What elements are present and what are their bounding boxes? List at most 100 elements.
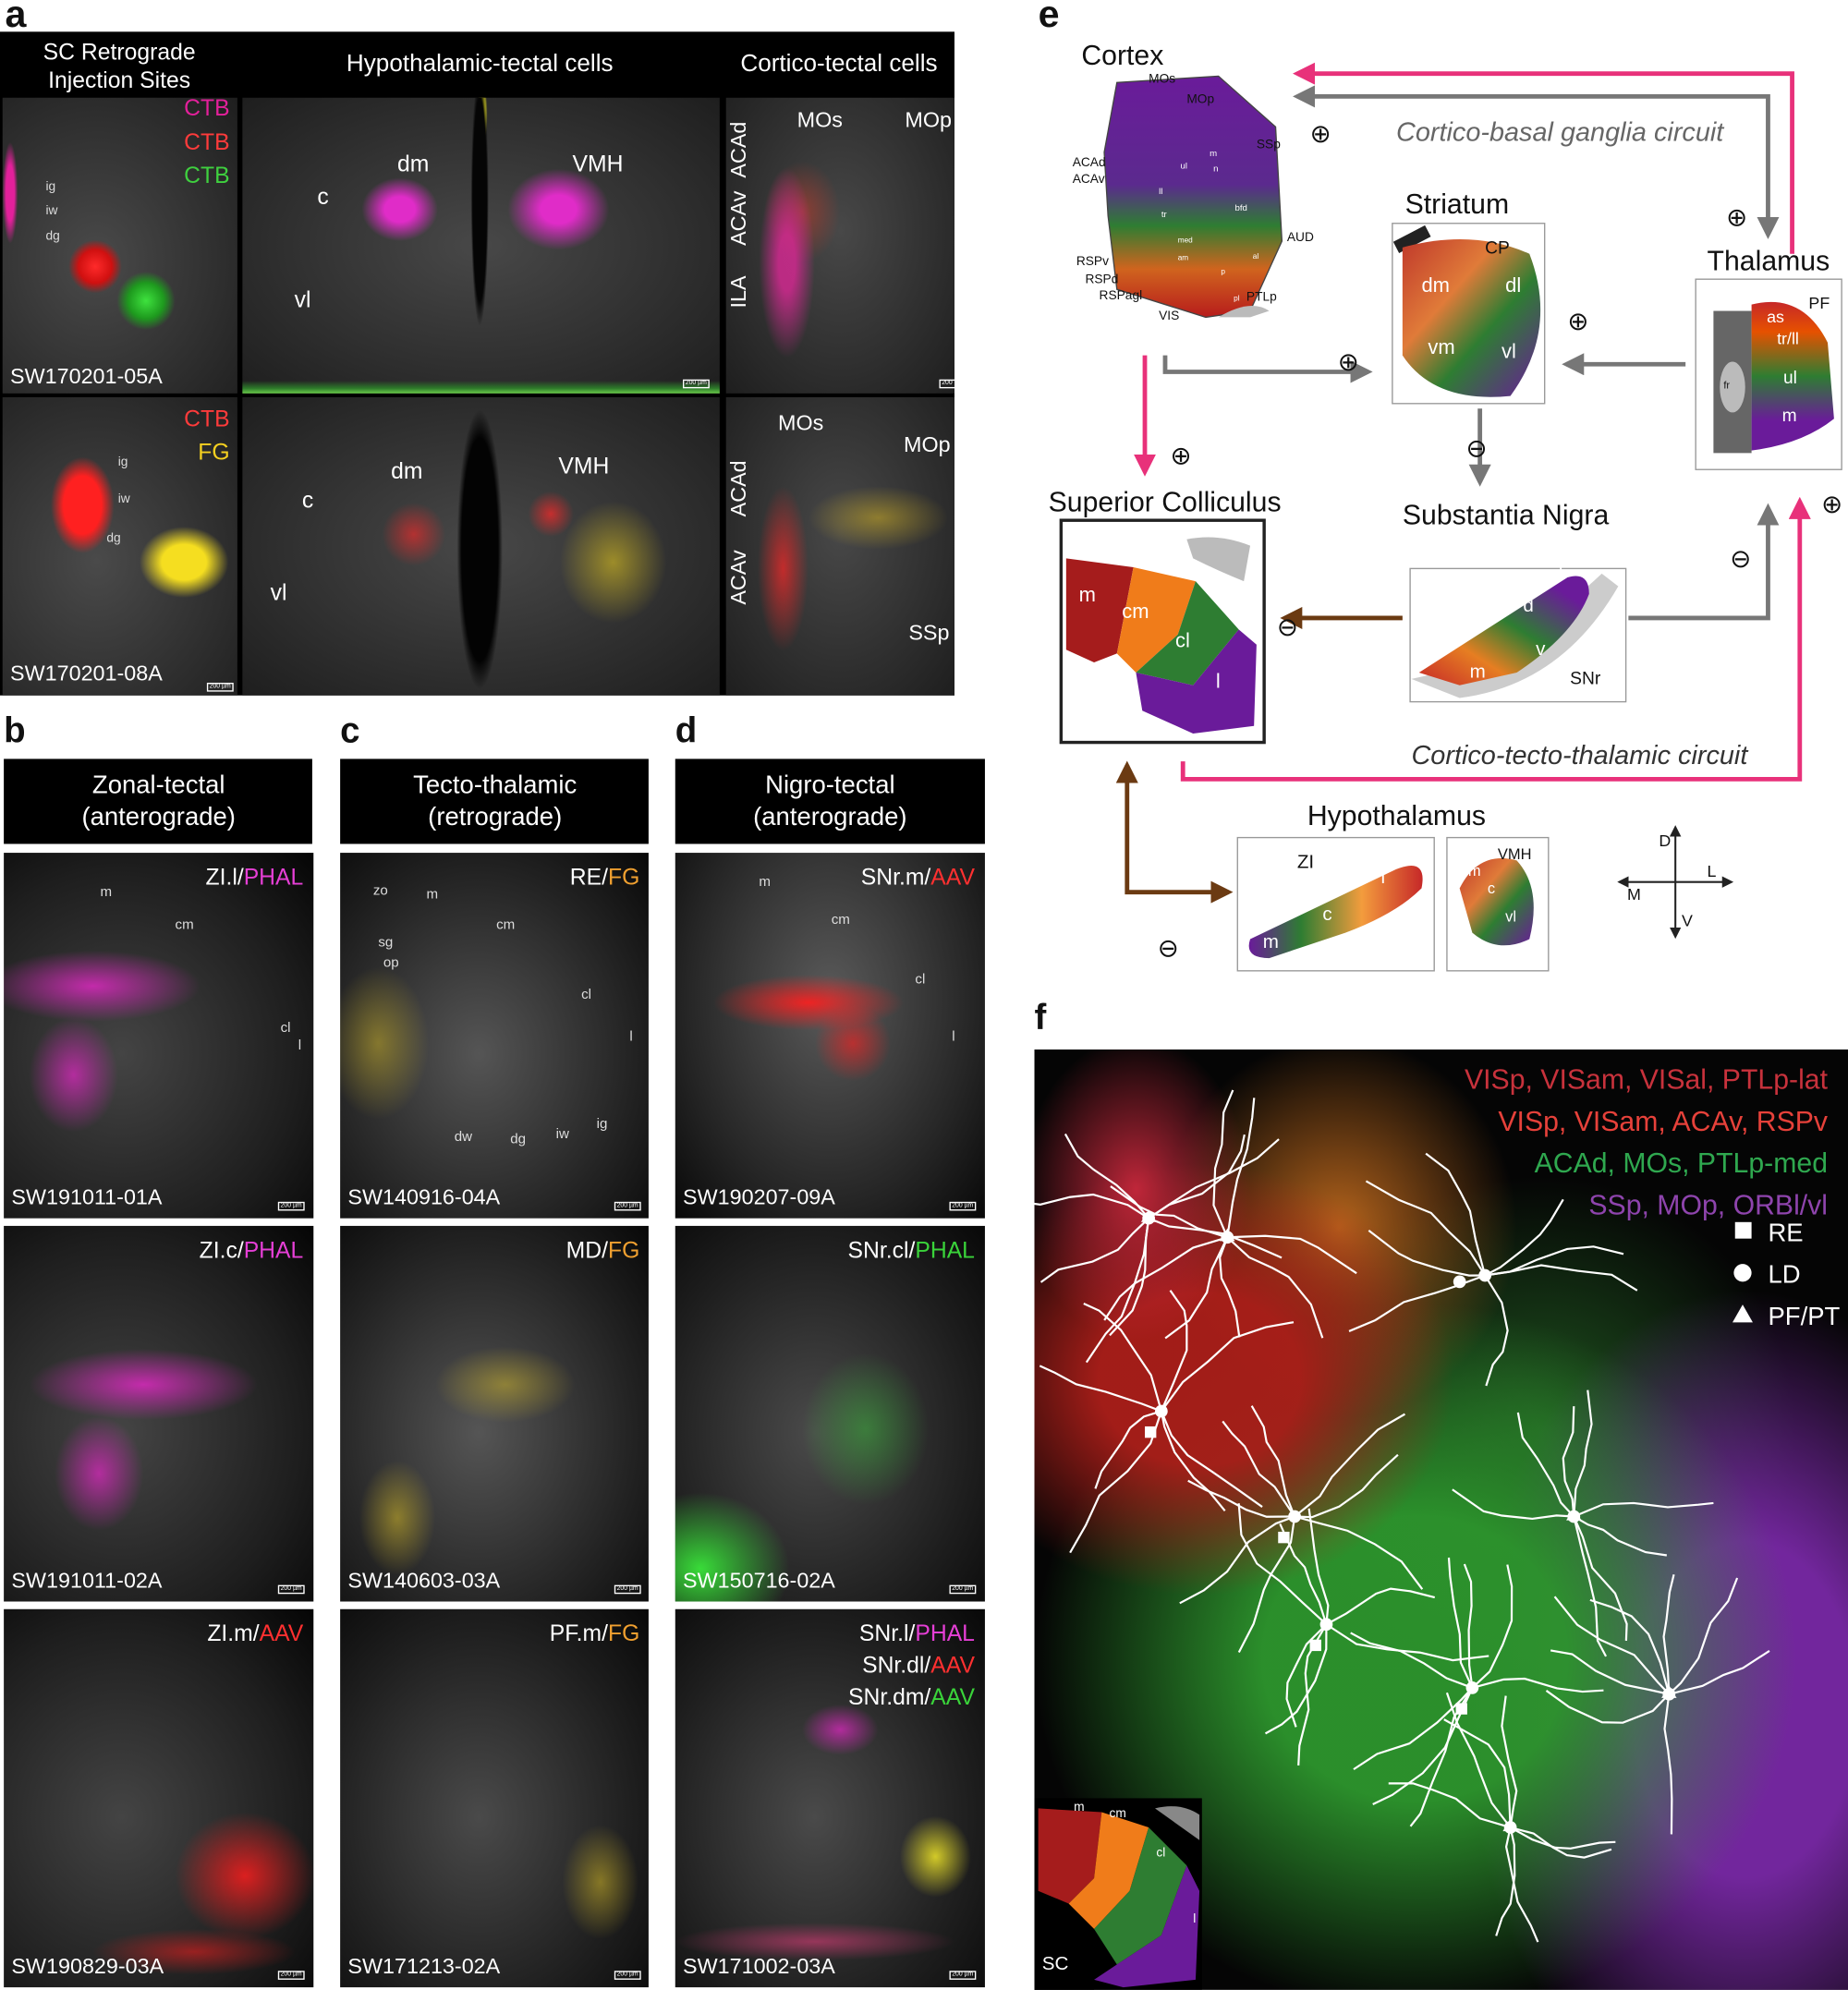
shape bbox=[1094, 1865, 1200, 1988]
sample-id: SW150716-02A bbox=[683, 1568, 835, 1593]
sample-id: SW170201-05A bbox=[9, 364, 163, 389]
region-label: p bbox=[1221, 269, 1226, 277]
region-label: SSp bbox=[908, 620, 950, 645]
region-label: c bbox=[1322, 904, 1332, 926]
inset-label: m bbox=[1074, 1801, 1085, 1815]
region-label: dl bbox=[1505, 275, 1522, 297]
shape bbox=[1733, 1264, 1752, 1282]
tracer-label: PF.m/FG bbox=[550, 1621, 640, 1644]
inset-label: cl bbox=[1156, 1846, 1166, 1861]
shape bbox=[1325, 1623, 1489, 1662]
micrograph bbox=[4, 853, 314, 1219]
shape bbox=[1094, 1827, 1187, 1965]
shape bbox=[1553, 1596, 1671, 1695]
tracer-label: SNr.dm/AAV bbox=[848, 1685, 975, 1708]
shape bbox=[1573, 1516, 1628, 1642]
layer-label: cl bbox=[915, 972, 926, 988]
shape bbox=[1573, 1516, 1608, 1657]
shape bbox=[1295, 1453, 1399, 1519]
micrograph bbox=[4, 1608, 314, 1988]
shape bbox=[1663, 1693, 1673, 1835]
layer-label: op bbox=[383, 955, 399, 971]
neuron bbox=[1034, 1133, 1283, 1364]
shape bbox=[1264, 1624, 1328, 1735]
shape bbox=[1160, 1321, 1295, 1413]
shape bbox=[1154, 1404, 1168, 1418]
micrograph bbox=[340, 1608, 649, 1988]
shape bbox=[1350, 1632, 1473, 1689]
layer-label: dg bbox=[45, 229, 60, 244]
shape bbox=[1148, 1134, 1246, 1219]
tracer-label: SNr.cl/PHAL bbox=[848, 1239, 975, 1262]
tracer-label: MD/FG bbox=[566, 1239, 640, 1262]
region-label: ACAv bbox=[1072, 172, 1105, 187]
region-label: ACAd bbox=[1072, 155, 1106, 171]
region-label: vl bbox=[1505, 907, 1517, 926]
shape bbox=[1452, 1488, 1574, 1521]
diagram-shape bbox=[1065, 558, 1134, 663]
panel-label: a bbox=[5, 0, 27, 36]
region-label: am bbox=[1177, 255, 1189, 263]
shape bbox=[1250, 1405, 1296, 1517]
tracer-part: PF.m/ bbox=[549, 1620, 608, 1646]
shape bbox=[1219, 1236, 1241, 1338]
sample-id: SW190829-03A bbox=[11, 1954, 164, 1979]
shape bbox=[1160, 1411, 1226, 1511]
shape bbox=[1484, 1264, 1638, 1292]
diagram-shape bbox=[1293, 85, 1780, 239]
micrograph bbox=[725, 396, 954, 696]
panel-header: Nigro-tectal bbox=[765, 771, 895, 800]
region-label: ZI bbox=[1296, 851, 1315, 874]
excitatory-sign: ⊕ bbox=[1567, 308, 1589, 337]
header-box bbox=[4, 758, 312, 844]
shape bbox=[1573, 1501, 1714, 1518]
layer-label: iw bbox=[45, 204, 58, 219]
column-header: SC Retrograde bbox=[43, 39, 196, 66]
region-label: l bbox=[1558, 562, 1563, 584]
region-label: tr/ll bbox=[1777, 328, 1799, 348]
shape bbox=[1294, 1413, 1406, 1518]
tracer-part: ZI.m/ bbox=[207, 1620, 260, 1646]
tracer-part: PHAL bbox=[915, 1237, 975, 1263]
shape bbox=[1445, 1692, 1512, 1828]
shape bbox=[1669, 1650, 1770, 1695]
region-label: MOs bbox=[796, 107, 843, 132]
tracer-label: ZI.m/AAV bbox=[207, 1621, 303, 1644]
panel-header: (anterograde) bbox=[81, 803, 236, 831]
diagram-shape bbox=[1248, 866, 1423, 959]
shape bbox=[1545, 1690, 1671, 1724]
region-label: vl bbox=[294, 286, 311, 312]
neuron bbox=[1103, 1089, 1357, 1340]
tracer-part: AAV bbox=[930, 1652, 975, 1678]
marker-label: LD bbox=[1768, 1261, 1801, 1290]
diagram-shape bbox=[1115, 760, 1234, 904]
shape bbox=[1443, 1718, 1512, 1828]
region-label: dm bbox=[391, 457, 423, 484]
tracer-label: CTB bbox=[184, 406, 230, 432]
shape bbox=[1516, 1412, 1575, 1518]
region-label: n bbox=[1213, 164, 1219, 175]
shape bbox=[1040, 1217, 1149, 1283]
layer-label: ig bbox=[596, 1116, 608, 1133]
shape bbox=[1109, 1218, 1150, 1337]
shape bbox=[1484, 1274, 1509, 1387]
layer-label: dg bbox=[510, 1132, 527, 1147]
circuit-label: Cortico-basal ganglia circuit bbox=[1395, 117, 1724, 148]
region-label: bfd bbox=[1234, 204, 1247, 213]
sample-id: SW140603-03A bbox=[347, 1568, 501, 1593]
tracer-label: CTB bbox=[184, 95, 230, 121]
header-box bbox=[340, 758, 649, 844]
sample-id: SW171213-02A bbox=[347, 1954, 501, 1979]
tracer-part: MD/ bbox=[565, 1237, 608, 1263]
scale-bar: 200 µm bbox=[614, 1971, 641, 1980]
diagram-shape bbox=[1103, 75, 1283, 319]
shape bbox=[1068, 1812, 1149, 1929]
region-label: VMH bbox=[1497, 844, 1532, 864]
tracer-part: FG bbox=[607, 864, 640, 890]
layer-label: cm bbox=[496, 917, 516, 933]
soma-marker bbox=[1661, 1685, 1677, 1698]
scale-bar: 200 µm bbox=[277, 1584, 305, 1595]
shape bbox=[1471, 1564, 1514, 1689]
region-label: cm bbox=[1122, 601, 1149, 624]
